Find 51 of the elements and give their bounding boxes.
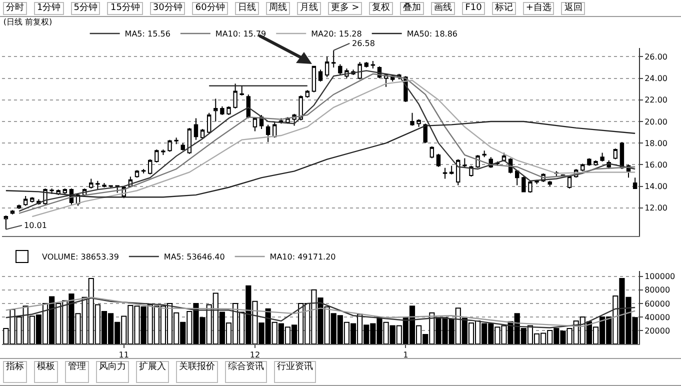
text: 叠加 <box>400 2 424 15</box>
y-tick-label: 12.00 <box>644 204 668 213</box>
text: 60分钟 <box>192 2 228 15</box>
text: 5分钟 <box>70 2 100 15</box>
text: 画线 <box>431 2 456 15</box>
text: 30分钟 <box>150 2 186 15</box>
legend-label: MA5: 53646.40 <box>164 252 225 262</box>
text: 更多 > <box>328 2 362 15</box>
text: 指标 <box>3 361 27 383</box>
text: 风向力 <box>96 361 129 383</box>
text: +自选 <box>522 2 554 15</box>
y-tick-label: 22.00 <box>644 96 668 105</box>
y-tick-label: 16.00 <box>644 160 668 170</box>
chart-title: (日线 前复权) <box>3 18 52 27</box>
annotation: 26.58 <box>352 39 375 48</box>
text: 复权 <box>369 2 394 15</box>
y-tick-label: 18.00 <box>644 138 668 148</box>
text: 行业资讯 <box>274 361 316 383</box>
text: 管理 <box>65 361 89 383</box>
text: 模板 <box>34 361 58 383</box>
y-tick-label: 26.00 <box>644 52 668 62</box>
y-tick-label: 60000 <box>644 299 670 308</box>
text: 标记 <box>492 2 516 15</box>
legend-label: MA20: 15.28 <box>311 30 362 39</box>
legend-label: MA5: 15.56 <box>124 30 170 39</box>
text: 综合资讯 <box>225 361 267 383</box>
y-tick-label: 14.00 <box>644 182 668 192</box>
y-tick-label: 80000 <box>644 286 670 295</box>
legend-label: MA10: 49171.20 <box>270 252 336 262</box>
legend-label: MA50: 18.86 <box>406 30 458 39</box>
y-tick-label: 24.00 <box>644 74 668 84</box>
x-tick-label: 12 <box>250 350 260 360</box>
annotation: 10.01 <box>24 221 47 230</box>
text: 扩展入 <box>136 361 169 383</box>
y-tick-label: 20000 <box>644 326 670 336</box>
text: 1分钟 <box>34 2 64 15</box>
text: 15分钟 <box>107 2 143 15</box>
text: 分时 <box>3 2 27 15</box>
text: 日线 <box>234 2 259 15</box>
text: 返回 <box>561 2 586 15</box>
legend-label: MA10: 15.79 <box>215 30 266 39</box>
x-tick-label: 11 <box>118 350 129 360</box>
text: 周线 <box>266 2 290 15</box>
legend-label: VOLUME: 38653.39 <box>42 252 119 262</box>
text: 月线 <box>296 2 321 15</box>
text: 关联报价 <box>176 361 218 383</box>
y-tick-label: 40000 <box>644 312 670 322</box>
text: F10 <box>462 2 485 15</box>
y-tick-label: 20.00 <box>644 117 668 126</box>
x-tick-label: 1 <box>403 350 408 360</box>
y-tick-label: 100000 <box>644 272 676 282</box>
